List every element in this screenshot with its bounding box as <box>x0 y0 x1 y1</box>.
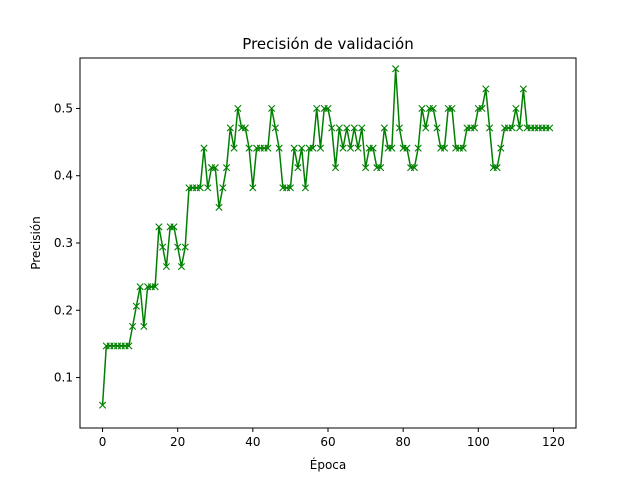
x-tick-label: 120 <box>542 435 565 449</box>
data-point-marker <box>388 144 396 152</box>
data-point-marker <box>516 124 524 132</box>
data-point-marker <box>301 184 310 192</box>
data-point-marker <box>98 401 107 409</box>
data-point-marker <box>497 144 505 152</box>
data-point-marker <box>290 144 298 152</box>
data-point-marker <box>132 302 140 310</box>
data-point-marker <box>215 203 223 211</box>
series-line <box>101 68 550 406</box>
y-axis-title: Precisión <box>29 216 43 270</box>
data-point-marker <box>316 144 325 152</box>
data-point-marker <box>519 85 527 93</box>
data-point-marker <box>361 164 370 172</box>
data-point-marker <box>162 262 171 271</box>
data-point-marker <box>222 164 231 172</box>
data-point-marker <box>482 85 490 93</box>
data-point-marker <box>234 104 242 113</box>
data-point-marker <box>324 104 332 113</box>
data-point-marker <box>200 144 208 152</box>
data-point-marker <box>226 124 234 132</box>
chart-title: Precisión de validación <box>242 35 413 53</box>
data-point-marker <box>181 243 189 251</box>
data-point-marker <box>339 144 347 152</box>
data-point-marker <box>241 124 249 132</box>
data-point-marker <box>140 322 148 331</box>
data-point-marker <box>298 144 306 152</box>
data-point-marker <box>459 144 467 152</box>
data-point-marker <box>125 342 133 350</box>
y-tick-label: 0.1 <box>54 371 73 385</box>
data-point-marker <box>410 164 419 172</box>
data-point-marker <box>219 184 227 192</box>
data-point-marker <box>313 104 321 113</box>
y-tick-label: 0.4 <box>54 169 73 183</box>
data-point-marker <box>346 144 355 152</box>
data-point-marker <box>271 124 279 132</box>
data-point-marker <box>294 164 302 172</box>
x-tick-label: 60 <box>320 435 335 449</box>
x-tick-label: 80 <box>396 435 411 449</box>
data-point-marker <box>174 243 182 251</box>
data-point-marker <box>309 144 317 152</box>
data-point-marker <box>129 322 137 331</box>
data-point-marker <box>403 144 411 152</box>
data-point-marker <box>159 243 167 251</box>
data-point-marker <box>286 184 295 192</box>
data-point-marker <box>377 164 385 172</box>
data-point-marker <box>350 124 358 132</box>
x-axis-title: Época <box>310 457 347 472</box>
data-point-marker <box>170 223 178 231</box>
data-point-marker <box>151 283 159 291</box>
data-point-marker <box>358 124 366 132</box>
plot-area <box>80 58 576 428</box>
y-tick-label: 0.5 <box>54 101 73 115</box>
data-point-marker <box>136 283 144 291</box>
data-point-marker <box>493 164 501 172</box>
y-tick-label: 0.3 <box>54 236 73 250</box>
data-point-marker <box>264 144 272 152</box>
data-point-marker <box>470 124 479 132</box>
data-point-marker <box>196 184 204 192</box>
data-point-marker <box>512 104 520 113</box>
data-point-marker <box>331 164 340 172</box>
data-point-marker <box>343 124 351 132</box>
x-tick-label: 0 <box>99 435 107 449</box>
data-point-marker <box>204 184 212 192</box>
x-tick-label: 100 <box>467 435 490 449</box>
data-point-marker <box>418 104 426 113</box>
data-point-marker <box>433 124 441 132</box>
data-point-marker <box>422 124 430 132</box>
data-point-marker <box>380 124 388 132</box>
data-point-marker <box>429 104 437 113</box>
x-tick-label: 20 <box>170 435 185 449</box>
y-tick-label: 0.2 <box>54 303 73 317</box>
data-point-marker <box>211 164 219 172</box>
data-point-marker <box>478 104 486 113</box>
data-point-marker <box>245 144 253 152</box>
data-layer <box>98 65 554 409</box>
axes-layer: 0 20 40 60 80 100 120 0.1 0.2 0.3 0.4 0.5 <box>54 57 577 449</box>
data-point-marker <box>268 104 276 113</box>
data-point-marker <box>440 144 449 152</box>
data-point-marker <box>508 124 516 132</box>
data-point-marker <box>177 262 186 271</box>
data-point-marker <box>546 124 554 132</box>
data-point-marker <box>155 223 163 231</box>
data-point-marker <box>275 144 283 152</box>
data-point-marker <box>335 124 343 132</box>
data-point-marker <box>448 104 456 113</box>
data-point-marker <box>369 144 377 152</box>
data-point-marker <box>328 124 336 132</box>
data-point-marker <box>354 144 362 152</box>
x-tick-label: 40 <box>245 435 260 449</box>
data-point-marker <box>230 144 238 152</box>
data-point-marker <box>392 65 400 73</box>
data-point-marker <box>414 144 422 152</box>
data-point-marker <box>249 184 257 192</box>
data-point-marker <box>395 124 403 132</box>
data-point-marker <box>485 124 494 132</box>
